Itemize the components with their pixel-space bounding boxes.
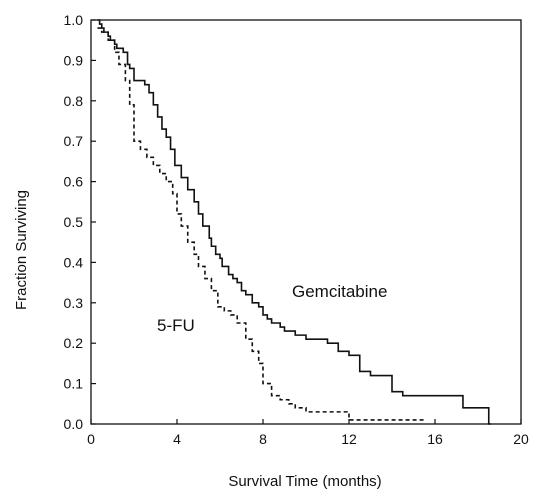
y-tick-label: 1.0 <box>64 12 84 28</box>
y-tick-label: 0.6 <box>64 174 84 190</box>
series-label-gemcitabine: Gemcitabine <box>292 282 387 301</box>
y-tick-label: 0.8 <box>64 93 84 109</box>
series-label-5fu: 5-FU <box>157 316 195 335</box>
x-tick-label: 8 <box>259 431 267 447</box>
series-group <box>97 19 491 425</box>
y-axis-title: Fraction Surviving <box>13 190 30 310</box>
series-line-gemcitabine <box>97 19 491 425</box>
ticks-group: 0 4 8 12 16 20 0.0 0.1 0.2 0.3 0.4 0.5 0.6 0.7 0.8 0.9 1… <box>64 12 529 447</box>
x-tick-label: 16 <box>427 431 443 447</box>
labels-group: Survival Time (months) Fraction Survivin… <box>13 190 387 490</box>
y-tick-label: 0.4 <box>64 254 84 270</box>
x-tick-label: 12 <box>341 431 357 447</box>
y-tick-label: 0.9 <box>64 52 84 68</box>
y-tick-label: 0.5 <box>64 214 84 230</box>
axes-group <box>90 19 522 425</box>
series-line-5fu <box>97 27 425 421</box>
y-tick-label: 0.7 <box>64 133 84 149</box>
y-tick-label: 0.0 <box>64 416 84 432</box>
x-tick-label: 4 <box>173 431 181 447</box>
x-tick-label: 0 <box>87 431 95 447</box>
y-tick-label: 0.1 <box>64 376 84 392</box>
x-axis-title: Survival Time (months) <box>228 473 381 490</box>
x-tick-label: 20 <box>513 431 529 447</box>
plot-frame <box>90 19 522 425</box>
y-tick-label: 0.2 <box>64 335 84 351</box>
y-tick-label: 0.3 <box>64 295 84 311</box>
